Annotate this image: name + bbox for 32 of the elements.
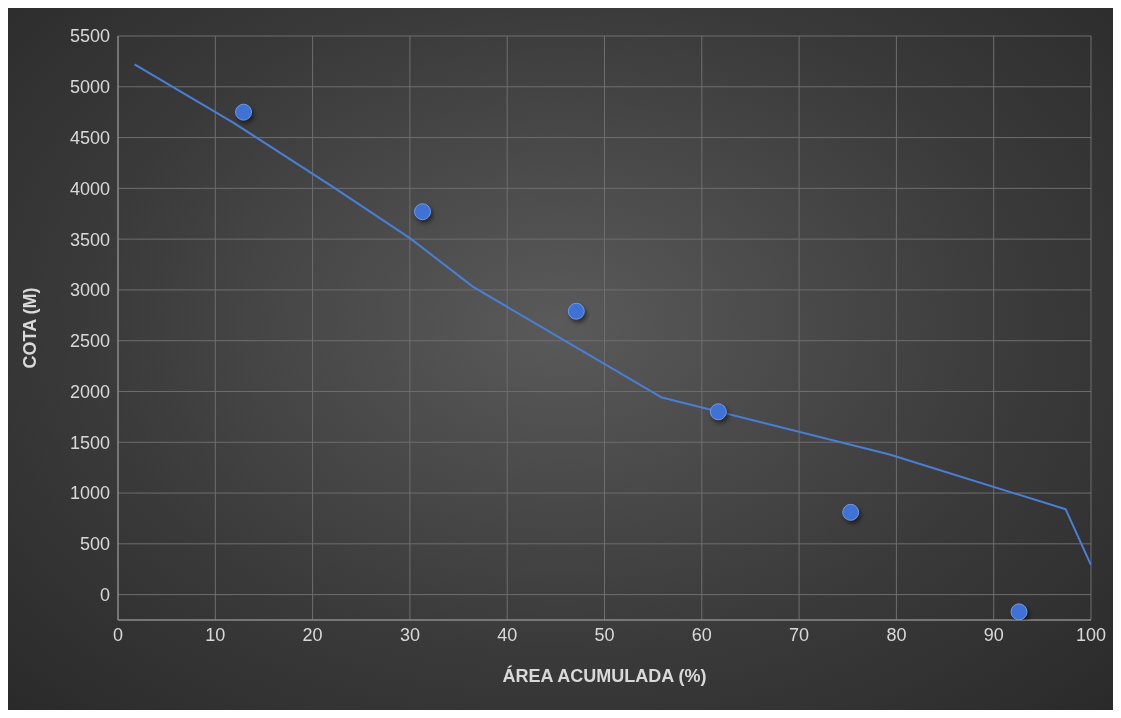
- y-tick-label: 2000: [69, 381, 110, 402]
- x-tick-label: 80: [886, 624, 907, 645]
- y-axis-title: COTA (M): [20, 287, 41, 369]
- x-tick-label: 0: [112, 624, 124, 645]
- line-series: [133, 63, 1091, 567]
- x-tick-label: 90: [983, 624, 1004, 645]
- y-tick-label: 1000: [69, 483, 110, 504]
- point: [414, 203, 432, 221]
- x-axis-title: ÁREA ACUMULADA (%): [502, 665, 707, 686]
- x-tick-label: 30: [399, 624, 420, 645]
- x-tick-label: 60: [691, 624, 712, 645]
- x-tick-label: 10: [205, 624, 226, 645]
- point: [1010, 603, 1028, 620]
- y-tick-label: 3000: [69, 280, 110, 301]
- point: [235, 103, 253, 121]
- y-tick-label: 0: [99, 585, 110, 605]
- y-tick-label: 5000: [69, 77, 110, 98]
- y-tick-label: 3500: [69, 229, 110, 250]
- point: [567, 302, 585, 320]
- y-tick-label: 5500: [69, 26, 110, 47]
- x-tick-label: 50: [594, 624, 615, 645]
- x-tick-label: 40: [497, 624, 518, 645]
- y-tick-label: 1500: [69, 432, 110, 453]
- x-tick-label: 100: [1075, 624, 1107, 645]
- point: [709, 403, 727, 421]
- x-tick-label: 70: [789, 624, 810, 645]
- x-tick-label: 20: [302, 624, 323, 645]
- point: [842, 503, 860, 521]
- y-tick-label: 2500: [69, 331, 110, 352]
- y-tick-label: 500: [79, 534, 110, 555]
- y-tick-label: 4500: [69, 127, 110, 148]
- y-tick-label: 4000: [69, 178, 110, 199]
